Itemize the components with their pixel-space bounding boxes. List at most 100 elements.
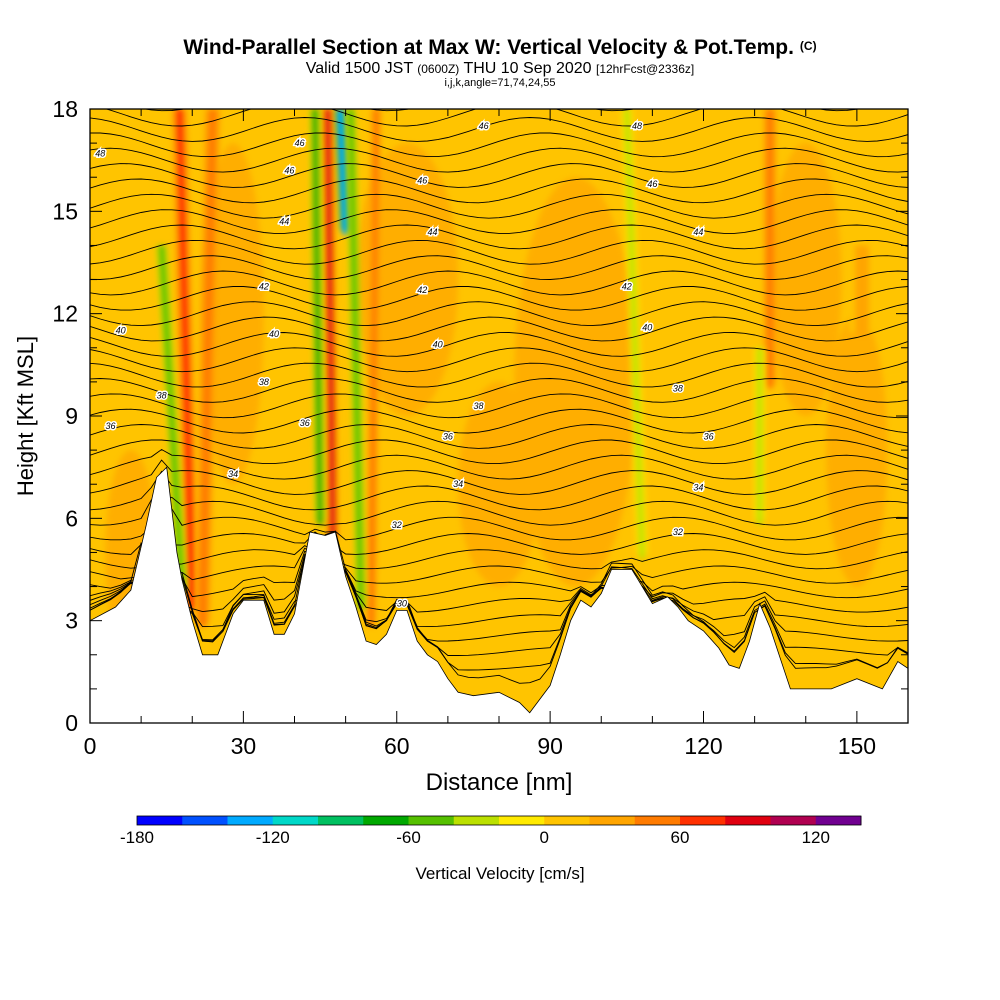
isentrope-label-12: 42 (622, 281, 632, 291)
downdraft-band-3-core (347, 109, 364, 610)
colorbar-swatch-6 (408, 816, 455, 825)
isentrope-line-33 (90, 163, 908, 188)
isentrope-line-31 (90, 193, 908, 219)
subtitle-forecast: [12hrFcst@2336z] (595, 62, 695, 76)
isentrope-label-1: 46 (295, 138, 305, 148)
weak-updraft-patch-3 (769, 143, 842, 417)
isentrope-label-4: 46 (284, 165, 294, 175)
downdraft-band-0-core (158, 245, 185, 593)
isentrope-label-26: 34 (453, 479, 463, 489)
isentrope-label-9: 44 (693, 227, 703, 237)
downdraft-band-5-core (756, 347, 763, 525)
isentrope-label-8: 44 (428, 227, 438, 237)
chart-subtitle: Valid 1500 JST (0600Z) THU 10 Sep 2020 [… (0, 60, 1000, 78)
isentrope-label-3: 48 (632, 121, 642, 131)
weak-updraft-patch-4 (458, 381, 540, 587)
isentrope-label-30: 30 (397, 599, 407, 609)
colorbar-swatch-2 (227, 816, 274, 825)
terrain-mask (90, 466, 908, 723)
isentrope-line-2 (90, 571, 908, 656)
isentrope-line-18 (90, 393, 908, 419)
colorbar-swatch-12 (680, 816, 726, 825)
chart-title-text: Wind-Parallel Section at Max W: Vertical… (183, 36, 794, 59)
isentrope-line-0 (90, 530, 908, 684)
isentrope-line-9 (90, 531, 908, 555)
isentrope-line-12 (90, 470, 908, 511)
updraft-band-0-core (175, 109, 197, 610)
isentrope-line-25 (90, 286, 908, 311)
colorbar: -180 -120 -60 0 60 120 (120, 815, 862, 847)
isentrope-line-1 (90, 566, 908, 671)
isentrope-line-19 (90, 378, 908, 403)
isentrope-line-30 (90, 209, 908, 234)
isentrope-label-7: 44 (279, 217, 289, 227)
downdraft-band-3 (345, 109, 367, 610)
isentrope-line-40 (90, 56, 908, 80)
isentrope-line-35 (90, 132, 908, 158)
isentrope-label-0: 48 (95, 148, 105, 158)
colorbar-frame (136, 815, 862, 826)
colorbar-swatch-11 (634, 816, 681, 825)
isentrope-label-17: 38 (259, 377, 269, 387)
isentrope-label-13: 40 (116, 326, 126, 336)
isentrope-line-27 (90, 255, 908, 280)
isentrope-line-4 (90, 556, 908, 628)
colorbar-tick-label-4: 60 (671, 828, 690, 847)
isentrope-label-24: 36 (704, 431, 714, 441)
colorbar-swatch-15 (815, 816, 862, 825)
y-tick-label-15: 15 (52, 198, 78, 224)
isentrope-line-32 (90, 178, 908, 204)
isentrope-label-2: 46 (479, 121, 489, 131)
colorbar-swatch-14 (770, 816, 817, 825)
isentrope-line-39 (90, 72, 908, 96)
isentrope-line-26 (90, 270, 908, 296)
colorbar-label: Vertical Velocity [cm/s] (415, 864, 585, 883)
updraft-band-0 (171, 109, 200, 610)
colorbar-swatch-4 (318, 816, 364, 825)
isentrope-line-23 (90, 316, 908, 342)
isentrope-label-20: 36 (300, 418, 310, 428)
isentrope-line-28 (90, 239, 908, 265)
isentrope-line-17 (90, 408, 908, 434)
isentrope-labels: 48 46 46 48 46 46 46 44 44 44 42 42 42 40 40 40 40 38 38 36… (94, 120, 715, 611)
isentrope-line-10 (90, 508, 908, 541)
x-tick-label-150: 150 (838, 733, 876, 759)
isentrope-label-11: 42 (417, 285, 427, 295)
colorbar-swatch-0 (137, 816, 183, 825)
isentrope-line-41 (90, 41, 908, 65)
colorbar-swatch-1 (182, 816, 228, 825)
isentropes (90, 41, 908, 684)
subtitle-date: THU 10 Sep 2020 (463, 60, 592, 77)
x-tick-label-0: 0 (84, 733, 97, 759)
colorbar-swatch-5 (363, 816, 409, 825)
y-tick-label-0: 0 (65, 710, 78, 736)
isentrope-line-3 (90, 571, 908, 642)
y-tick-label-3: 3 (65, 608, 78, 634)
x-tick-label-90: 90 (537, 733, 563, 759)
isentrope-line-24 (90, 301, 908, 327)
updraft-band-5-core (854, 245, 870, 337)
colorbar-tick-label-3: 0 (540, 828, 549, 847)
colorbar-swatch-9 (544, 816, 590, 825)
isentrope-label-22: 38 (673, 384, 683, 394)
isentrope-line-38 (142, 109, 861, 112)
isentrope-label-16: 40 (642, 322, 652, 332)
updraft-band-1 (194, 109, 221, 627)
isentrope-label-25: 34 (228, 469, 238, 479)
isentrope-label-15: 40 (433, 339, 443, 349)
downdraft-band-2-core (337, 109, 349, 235)
isentrope-line-21 (90, 347, 908, 373)
updraft-band-1-core (198, 109, 217, 627)
isentrope-line-14 (90, 448, 908, 480)
updraft-band-4 (763, 109, 777, 388)
isentrope-line-37 (104, 109, 908, 127)
colorbar-tick-label-2: -60 (396, 828, 421, 847)
chart-params: i,j,k,angle=71,74,24,55 (444, 77, 556, 89)
colorbar-swatch-13 (725, 816, 771, 825)
isentrope-line-16 (90, 424, 908, 449)
isentrope-label-29: 32 (673, 527, 683, 537)
chart-title-mark: (C) (799, 39, 817, 53)
y-tick-label-9: 9 (65, 403, 78, 429)
isentrope-label-10: 42 (259, 281, 269, 291)
isentrope-label-27: 34 (693, 483, 703, 493)
